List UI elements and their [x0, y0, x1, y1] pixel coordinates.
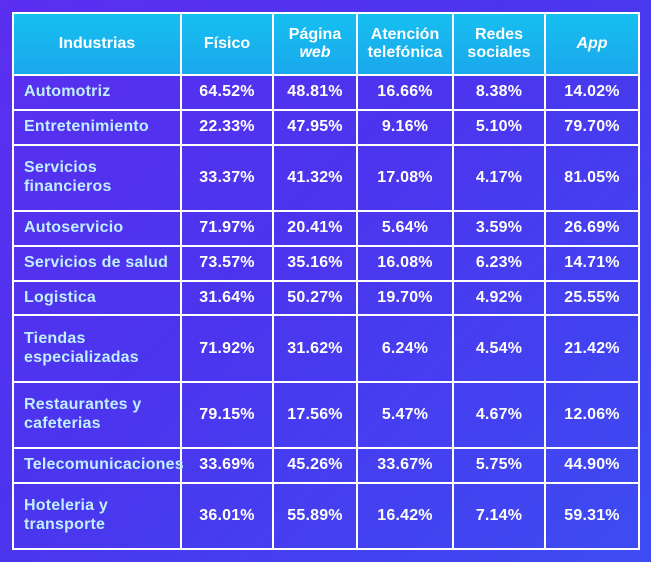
fisico-value-cell: 71.97%: [180, 209, 274, 247]
header-row: Industrias Físico Página web Atención te…: [12, 12, 640, 76]
atencion-telefonica-value-cell: 19.70%: [356, 279, 454, 317]
atencion-telefonica-value-cell: 16.66%: [356, 74, 454, 111]
header-pagina-line1: Página: [288, 26, 342, 44]
pagina-web-value-cell: 50.27%: [272, 279, 358, 317]
header-fisico: Físico: [180, 12, 274, 76]
industry-name-cell: Autoservicio: [12, 209, 182, 247]
app-value-cell: 26.69%: [544, 209, 640, 247]
table-row: Autoservicio 71.97% 20.41% 5.64% 3.59% 26.69%: [12, 209, 640, 247]
app-value-cell: 81.05%: [544, 143, 640, 212]
fisico-value-cell: 36.01%: [180, 481, 274, 551]
industry-name-cell: Telecomunicaciones: [12, 446, 184, 484]
redes-sociales-value-cell: 4.92%: [452, 279, 546, 317]
fisico-value-cell: 79.15%: [180, 380, 274, 449]
header-app-label: App: [576, 35, 608, 53]
industry-name-cell: Hoteleria y transporte: [12, 481, 182, 551]
atencion-telefonica-value-cell: 5.47%: [356, 380, 454, 449]
app-value-cell: 44.90%: [544, 446, 640, 484]
atencion-telefonica-value-cell: 33.67%: [356, 446, 454, 484]
table-row: Servicios de salud 73.57% 35.16% 16.08% 6.23…: [12, 244, 640, 282]
redes-sociales-value-cell: 7.14%: [452, 481, 546, 551]
header-app: App: [544, 12, 640, 76]
industry-name-cell: Entretenimiento: [12, 108, 182, 146]
industry-name-cell: Tiendas especializadas: [12, 314, 182, 383]
fisico-value-cell: 22.33%: [180, 108, 274, 146]
atencion-telefonica-value-cell: 16.08%: [356, 244, 454, 282]
pagina-web-value-cell: 47.95%: [272, 108, 358, 146]
industry-name-cell: Logistica: [12, 279, 182, 317]
table-row: Tiendas especializadas 71.92% 31.62% 6.24% 4…: [12, 314, 640, 383]
table-body: Automotriz 64.52% 48.81% 16.66% 8.38% 14.02% E…: [12, 74, 640, 551]
industry-channel-table: Industrias Físico Página web Atención te…: [12, 12, 640, 551]
table-row: Telecomunicaciones 33.69% 45.26% 33.67% 5.75…: [12, 446, 640, 484]
app-value-cell: 14.02%: [544, 74, 640, 111]
app-value-cell: 59.31%: [544, 481, 640, 551]
pagina-web-value-cell: 20.41%: [272, 209, 358, 247]
data-table-container: Industrias Físico Página web Atención te…: [12, 12, 640, 551]
pagina-web-value-cell: 41.32%: [272, 143, 358, 212]
atencion-telefonica-value-cell: 16.42%: [356, 481, 454, 551]
redes-sociales-value-cell: 3.59%: [452, 209, 546, 247]
table-row: Automotriz 64.52% 48.81% 16.66% 8.38% 14.02%: [12, 74, 640, 111]
table-row: Hoteleria y transporte 36.01% 55.89% 16.42%…: [12, 481, 640, 551]
header-atencion-telefonica: Atención telefónica: [356, 12, 454, 76]
pagina-web-value-cell: 35.16%: [272, 244, 358, 282]
fisico-value-cell: 33.69%: [180, 446, 274, 484]
pagina-web-value-cell: 31.62%: [272, 314, 358, 383]
atencion-telefonica-value-cell: 17.08%: [356, 143, 454, 212]
app-value-cell: 79.70%: [544, 108, 640, 146]
fisico-value-cell: 73.57%: [180, 244, 274, 282]
fisico-value-cell: 33.37%: [180, 143, 274, 212]
header-redes-sociales: Redes sociales: [452, 12, 546, 76]
redes-sociales-value-cell: 4.54%: [452, 314, 546, 383]
header-pagina-line2: web: [299, 44, 331, 61]
table-row: Servicios financieros 33.37% 41.32% 17.08% 4…: [12, 143, 640, 212]
app-value-cell: 12.06%: [544, 380, 640, 449]
industry-name-cell: Servicios financieros: [12, 143, 182, 212]
redes-sociales-value-cell: 5.10%: [452, 108, 546, 146]
redes-sociales-value-cell: 6.23%: [452, 244, 546, 282]
atencion-telefonica-value-cell: 5.64%: [356, 209, 454, 247]
app-value-cell: 14.71%: [544, 244, 640, 282]
pagina-web-value-cell: 45.26%: [272, 446, 358, 484]
industry-name-cell: Automotriz: [12, 74, 182, 111]
industry-name-cell: Restaurantes y cafeterias: [12, 380, 182, 449]
pagina-web-value-cell: 48.81%: [272, 74, 358, 111]
atencion-telefonica-value-cell: 9.16%: [356, 108, 454, 146]
table-row: Restaurantes y cafeterias 79.15% 17.56% 5.4…: [12, 380, 640, 449]
app-value-cell: 25.55%: [544, 279, 640, 317]
redes-sociales-value-cell: 4.17%: [452, 143, 546, 212]
pagina-web-value-cell: 17.56%: [272, 380, 358, 449]
header-industrias: Industrias: [12, 12, 182, 76]
table-header: Industrias Físico Página web Atención te…: [12, 12, 640, 76]
redes-sociales-value-cell: 5.75%: [452, 446, 546, 484]
redes-sociales-value-cell: 4.67%: [452, 380, 546, 449]
table-row: Entretenimiento 22.33% 47.95% 9.16% 5.10% 79.…: [12, 108, 640, 146]
fisico-value-cell: 71.92%: [180, 314, 274, 383]
atencion-telefonica-value-cell: 6.24%: [356, 314, 454, 383]
fisico-value-cell: 64.52%: [180, 74, 274, 111]
table-row: Logistica 31.64% 50.27% 19.70% 4.92% 25.55%: [12, 279, 640, 317]
app-value-cell: 21.42%: [544, 314, 640, 383]
industry-name-cell: Servicios de salud: [12, 244, 182, 282]
header-pagina-web: Página web: [272, 12, 358, 76]
fisico-value-cell: 31.64%: [180, 279, 274, 317]
pagina-web-value-cell: 55.89%: [272, 481, 358, 551]
redes-sociales-value-cell: 8.38%: [452, 74, 546, 111]
